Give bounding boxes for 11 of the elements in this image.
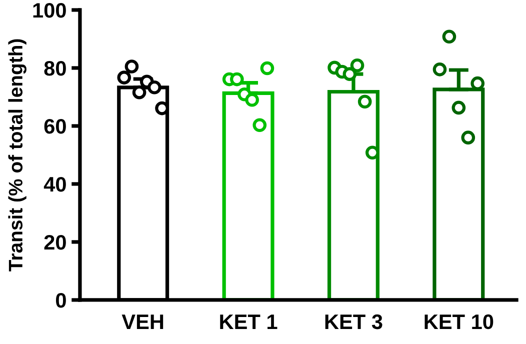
y-tick-label: 60 [44,118,66,134]
x-tick-label: KET 3 [325,314,382,330]
y-axis-title: Transit (% of total length) [8,39,26,272]
y-tick-label: 40 [44,176,66,192]
y-tick-label: 80 [44,60,66,76]
y-tick-label: 100 [33,2,66,18]
x-tick-label: KET 1 [220,314,278,329]
y-tick-label: 20 [44,234,66,250]
y-tick-label: 0 [56,292,66,308]
x-tick-label: KET 10 [424,314,494,330]
x-tick-label: VEH [122,314,164,329]
